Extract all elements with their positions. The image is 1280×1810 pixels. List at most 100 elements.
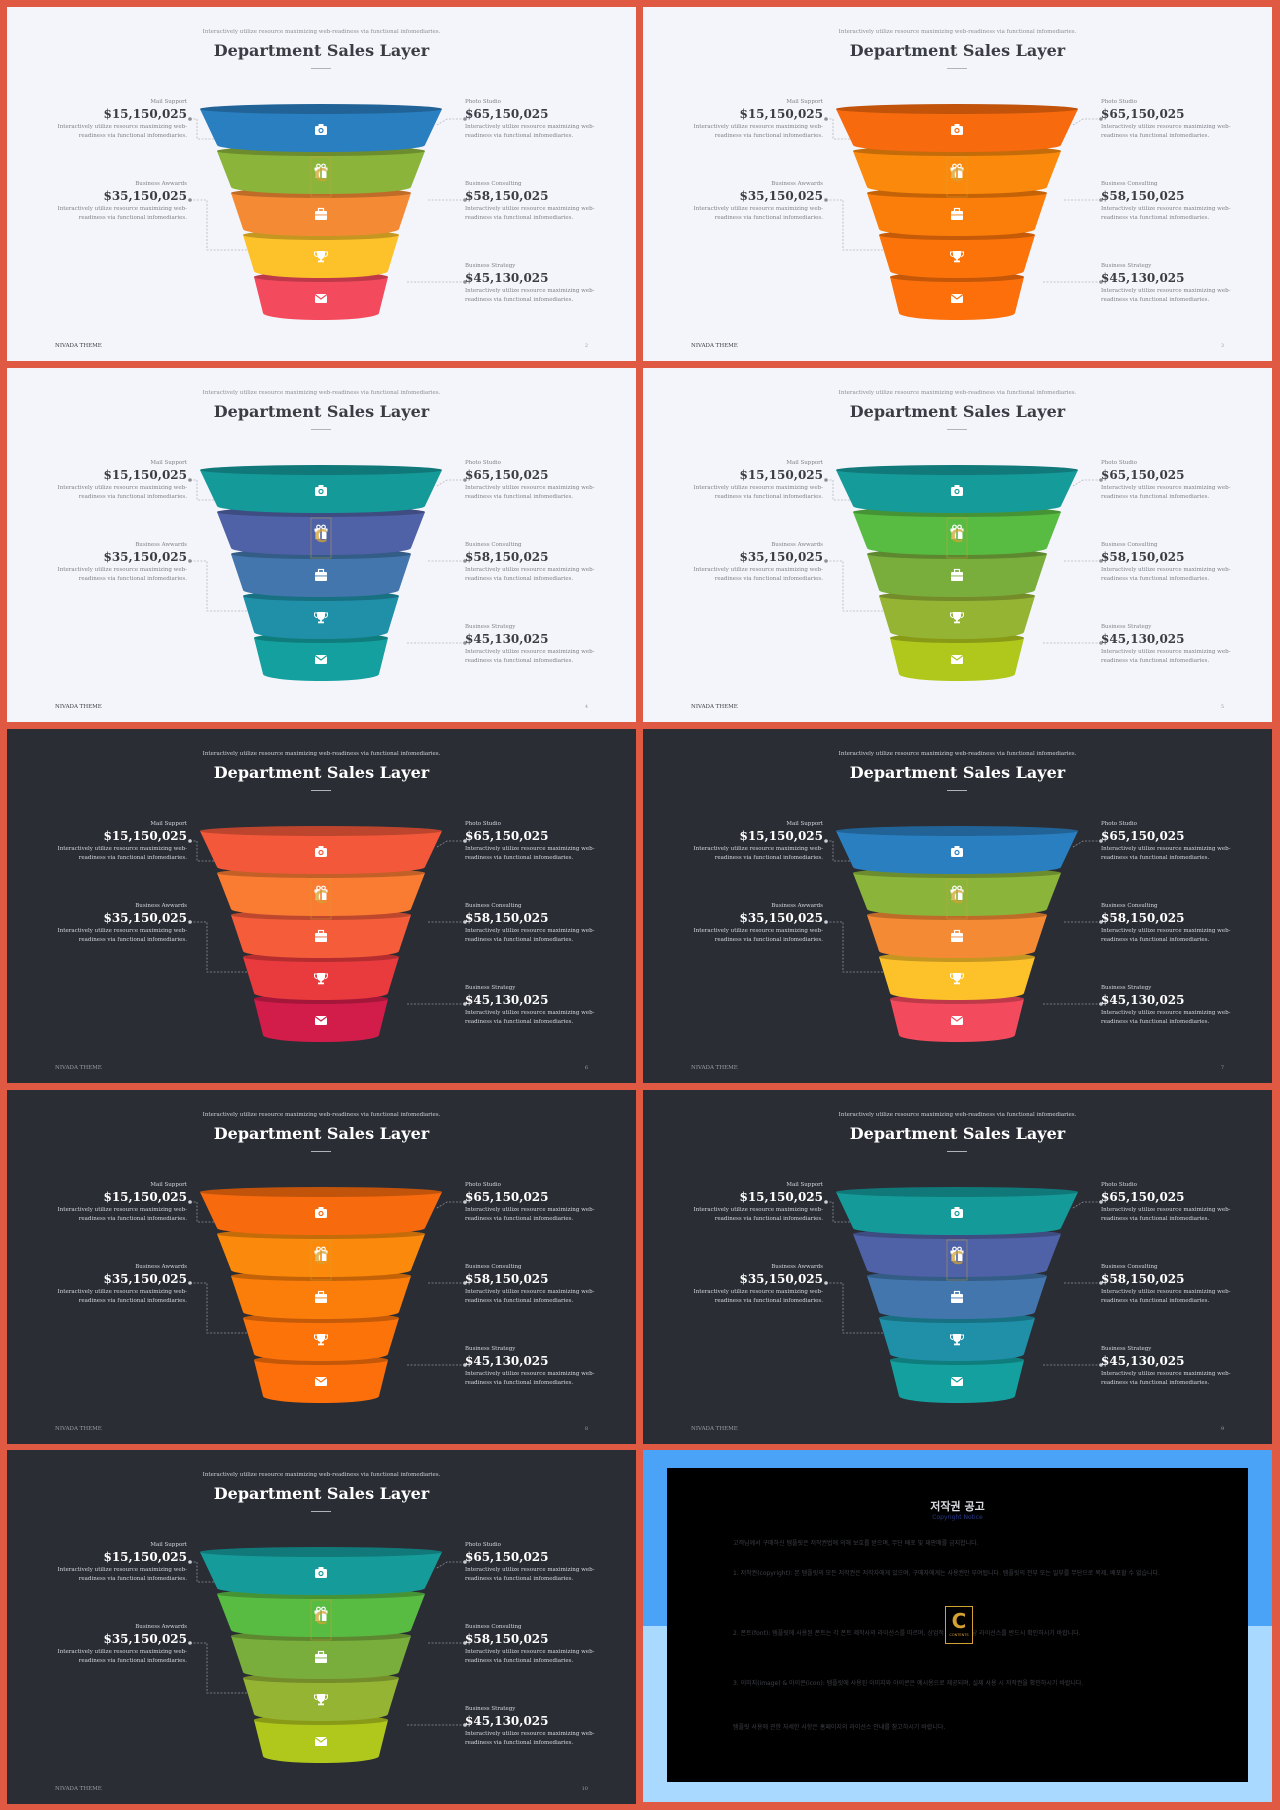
- connector-line: [190, 1282, 252, 1334]
- svg-text:C: C: [950, 887, 963, 908]
- callout-value: $15,150,025: [103, 1190, 187, 1204]
- callout-label: Photo Studio: [465, 99, 501, 105]
- callout-value: $15,150,025: [739, 468, 823, 482]
- funnel-layer: [867, 549, 1047, 597]
- callout-desc: Interactively utilize resource maximizin…: [465, 846, 595, 861]
- callout-value: $15,150,025: [103, 468, 187, 482]
- callout-value: $35,150,025: [103, 550, 187, 564]
- notice-paragraph: 고객님께서 구매하신 템플릿은 저작권법에 의해 보호를 받으며, 무단 배포 …: [733, 1540, 979, 1547]
- callout-left: Mail Support $15,150,025 Interactively uti…: [37, 821, 187, 863]
- funnel-layer: [879, 1313, 1035, 1361]
- callout-desc: Interactively utilize resource maximizin…: [693, 124, 823, 139]
- envelope-icon: [314, 1737, 328, 1746]
- callout-label: Business Consulting: [1101, 903, 1158, 909]
- callout-right: Photo Studio $65,150,025 Interactively uti…: [1101, 821, 1251, 863]
- callout-right: Photo Studio $65,150,025 Interactively uti…: [1101, 1182, 1251, 1224]
- callout-value: $15,150,025: [739, 829, 823, 843]
- gift-icon: [950, 885, 964, 900]
- callout-value: $65,150,025: [1101, 468, 1185, 482]
- callout-right: Business Strategy $45,130,025 Interactivel…: [465, 624, 615, 666]
- callout-left: Business Awwards $35,150,025 Interactively…: [37, 1624, 187, 1666]
- funnel-slide: Interactively utilize resource maximizin…: [7, 1090, 636, 1444]
- callout-left: Business Awwards $35,150,025 Interactively…: [673, 1264, 823, 1306]
- slide-subtitle: Interactively utilize resource maximizin…: [838, 1112, 1077, 1118]
- slide-subtitle: Interactively utilize resource maximizin…: [202, 751, 441, 757]
- connector-dot: [188, 1200, 192, 1204]
- connector-dot: [463, 280, 467, 284]
- callout-desc: Interactively utilize resource maximizin…: [1101, 928, 1231, 943]
- svg-text:C: C: [314, 165, 327, 186]
- notice-title: 저작권 공고: [930, 1500, 985, 1513]
- funnel-layer: [200, 104, 442, 152]
- gift-icon: [314, 1606, 328, 1621]
- slide-subtitle: Interactively utilize resource maximizin…: [838, 390, 1077, 396]
- trophy-icon: [314, 1694, 328, 1706]
- funnel-layer: [243, 1313, 399, 1361]
- callout-right: Business Strategy $45,130,025 Interactivel…: [465, 1706, 615, 1748]
- callout-left: Mail Support $15,150,025 Interactively uti…: [673, 1182, 823, 1224]
- callout-label: Business Awwards: [771, 903, 823, 909]
- callout-desc: Interactively utilize resource maximizin…: [57, 567, 187, 582]
- callout-label: Business Consulting: [465, 542, 522, 548]
- funnel-layer: [243, 230, 399, 278]
- slide-title: Department Sales Layer: [213, 41, 430, 60]
- title-underline: [947, 68, 967, 69]
- callout-right: Business Consulting $58,150,025 Interactiv…: [465, 1624, 615, 1666]
- callout-label: Photo Studio: [1101, 1182, 1137, 1188]
- connector-line: [826, 118, 858, 140]
- callout-desc: Interactively utilize resource maximizin…: [465, 206, 595, 221]
- sales-funnel: C: [824, 104, 1103, 320]
- connector-dot: [824, 1281, 828, 1285]
- callout-right: Business Strategy $45,130,025 Interactivel…: [465, 1346, 615, 1388]
- connector-dot: [188, 1560, 192, 1564]
- callout-right: Business Strategy $45,130,025 Interactivel…: [465, 263, 615, 305]
- callout-label: Photo Studio: [1101, 821, 1137, 827]
- connector-dot: [824, 1200, 828, 1204]
- briefcase-icon: [951, 568, 963, 581]
- callout-value: $35,150,025: [103, 1272, 187, 1286]
- briefcase-icon: [315, 207, 327, 220]
- funnel-layer: [836, 465, 1078, 513]
- slide-title: Department Sales Layer: [849, 41, 1066, 60]
- callout-value: $45,130,025: [465, 993, 549, 1007]
- funnel-layer: [243, 591, 399, 639]
- callout-value: $65,150,025: [1101, 829, 1185, 843]
- page-number: 5: [1220, 704, 1224, 710]
- callout-value: $45,130,025: [465, 271, 549, 285]
- callout-value: $58,150,025: [465, 911, 549, 925]
- callout-right: Business Consulting $58,150,025 Interactiv…: [1101, 181, 1251, 223]
- connector-line: [190, 921, 252, 973]
- page-number: 10: [581, 1786, 588, 1792]
- callout-left: Mail Support $15,150,025 Interactively uti…: [37, 1542, 187, 1584]
- callout-desc: Interactively utilize resource maximizin…: [465, 1731, 595, 1746]
- callout-left: Business Awwards $35,150,025 Interactively…: [673, 542, 823, 584]
- callout-label: Business Strategy: [465, 985, 516, 991]
- slide-subtitle: Interactively utilize resource maximizin…: [838, 29, 1077, 35]
- funnel-layer: [254, 1715, 388, 1763]
- title-underline: [311, 68, 331, 69]
- connector-dot: [1099, 478, 1103, 482]
- notice-box: 저작권 공고 Copyright Notice 고객님께서 구매하신 템플릿은 …: [667, 1468, 1248, 1782]
- svg-text:C: C: [950, 526, 963, 547]
- connector-dot: [463, 920, 467, 924]
- briefcase-icon: [951, 1290, 963, 1303]
- funnel-slide: Interactively utilize resource maximizin…: [643, 7, 1272, 361]
- callout-right: Business Consulting $58,150,025 Interactiv…: [465, 181, 615, 223]
- callout-value: $58,150,025: [1101, 911, 1185, 925]
- envelope-icon: [950, 1016, 964, 1025]
- connector-line: [190, 1201, 222, 1223]
- callout-label: Business Consulting: [1101, 542, 1158, 548]
- slide-title: Department Sales Layer: [849, 763, 1066, 782]
- funnel-layer: [200, 826, 442, 874]
- callout-value: $65,150,025: [465, 1550, 549, 1564]
- callout-label: Business Strategy: [1101, 985, 1152, 991]
- watermark-logo: C: [946, 878, 968, 920]
- funnel-layer: [890, 994, 1024, 1042]
- callout-label: Mail Support: [150, 460, 187, 466]
- callout-value: $58,150,025: [465, 550, 549, 564]
- camera-icon: [951, 1207, 963, 1218]
- footer-brand: NIVADA THEME: [55, 1426, 102, 1432]
- briefcase-icon: [315, 1290, 327, 1303]
- sales-funnel: C: [824, 826, 1103, 1042]
- callout-left: Mail Support $15,150,025 Interactively uti…: [673, 99, 823, 141]
